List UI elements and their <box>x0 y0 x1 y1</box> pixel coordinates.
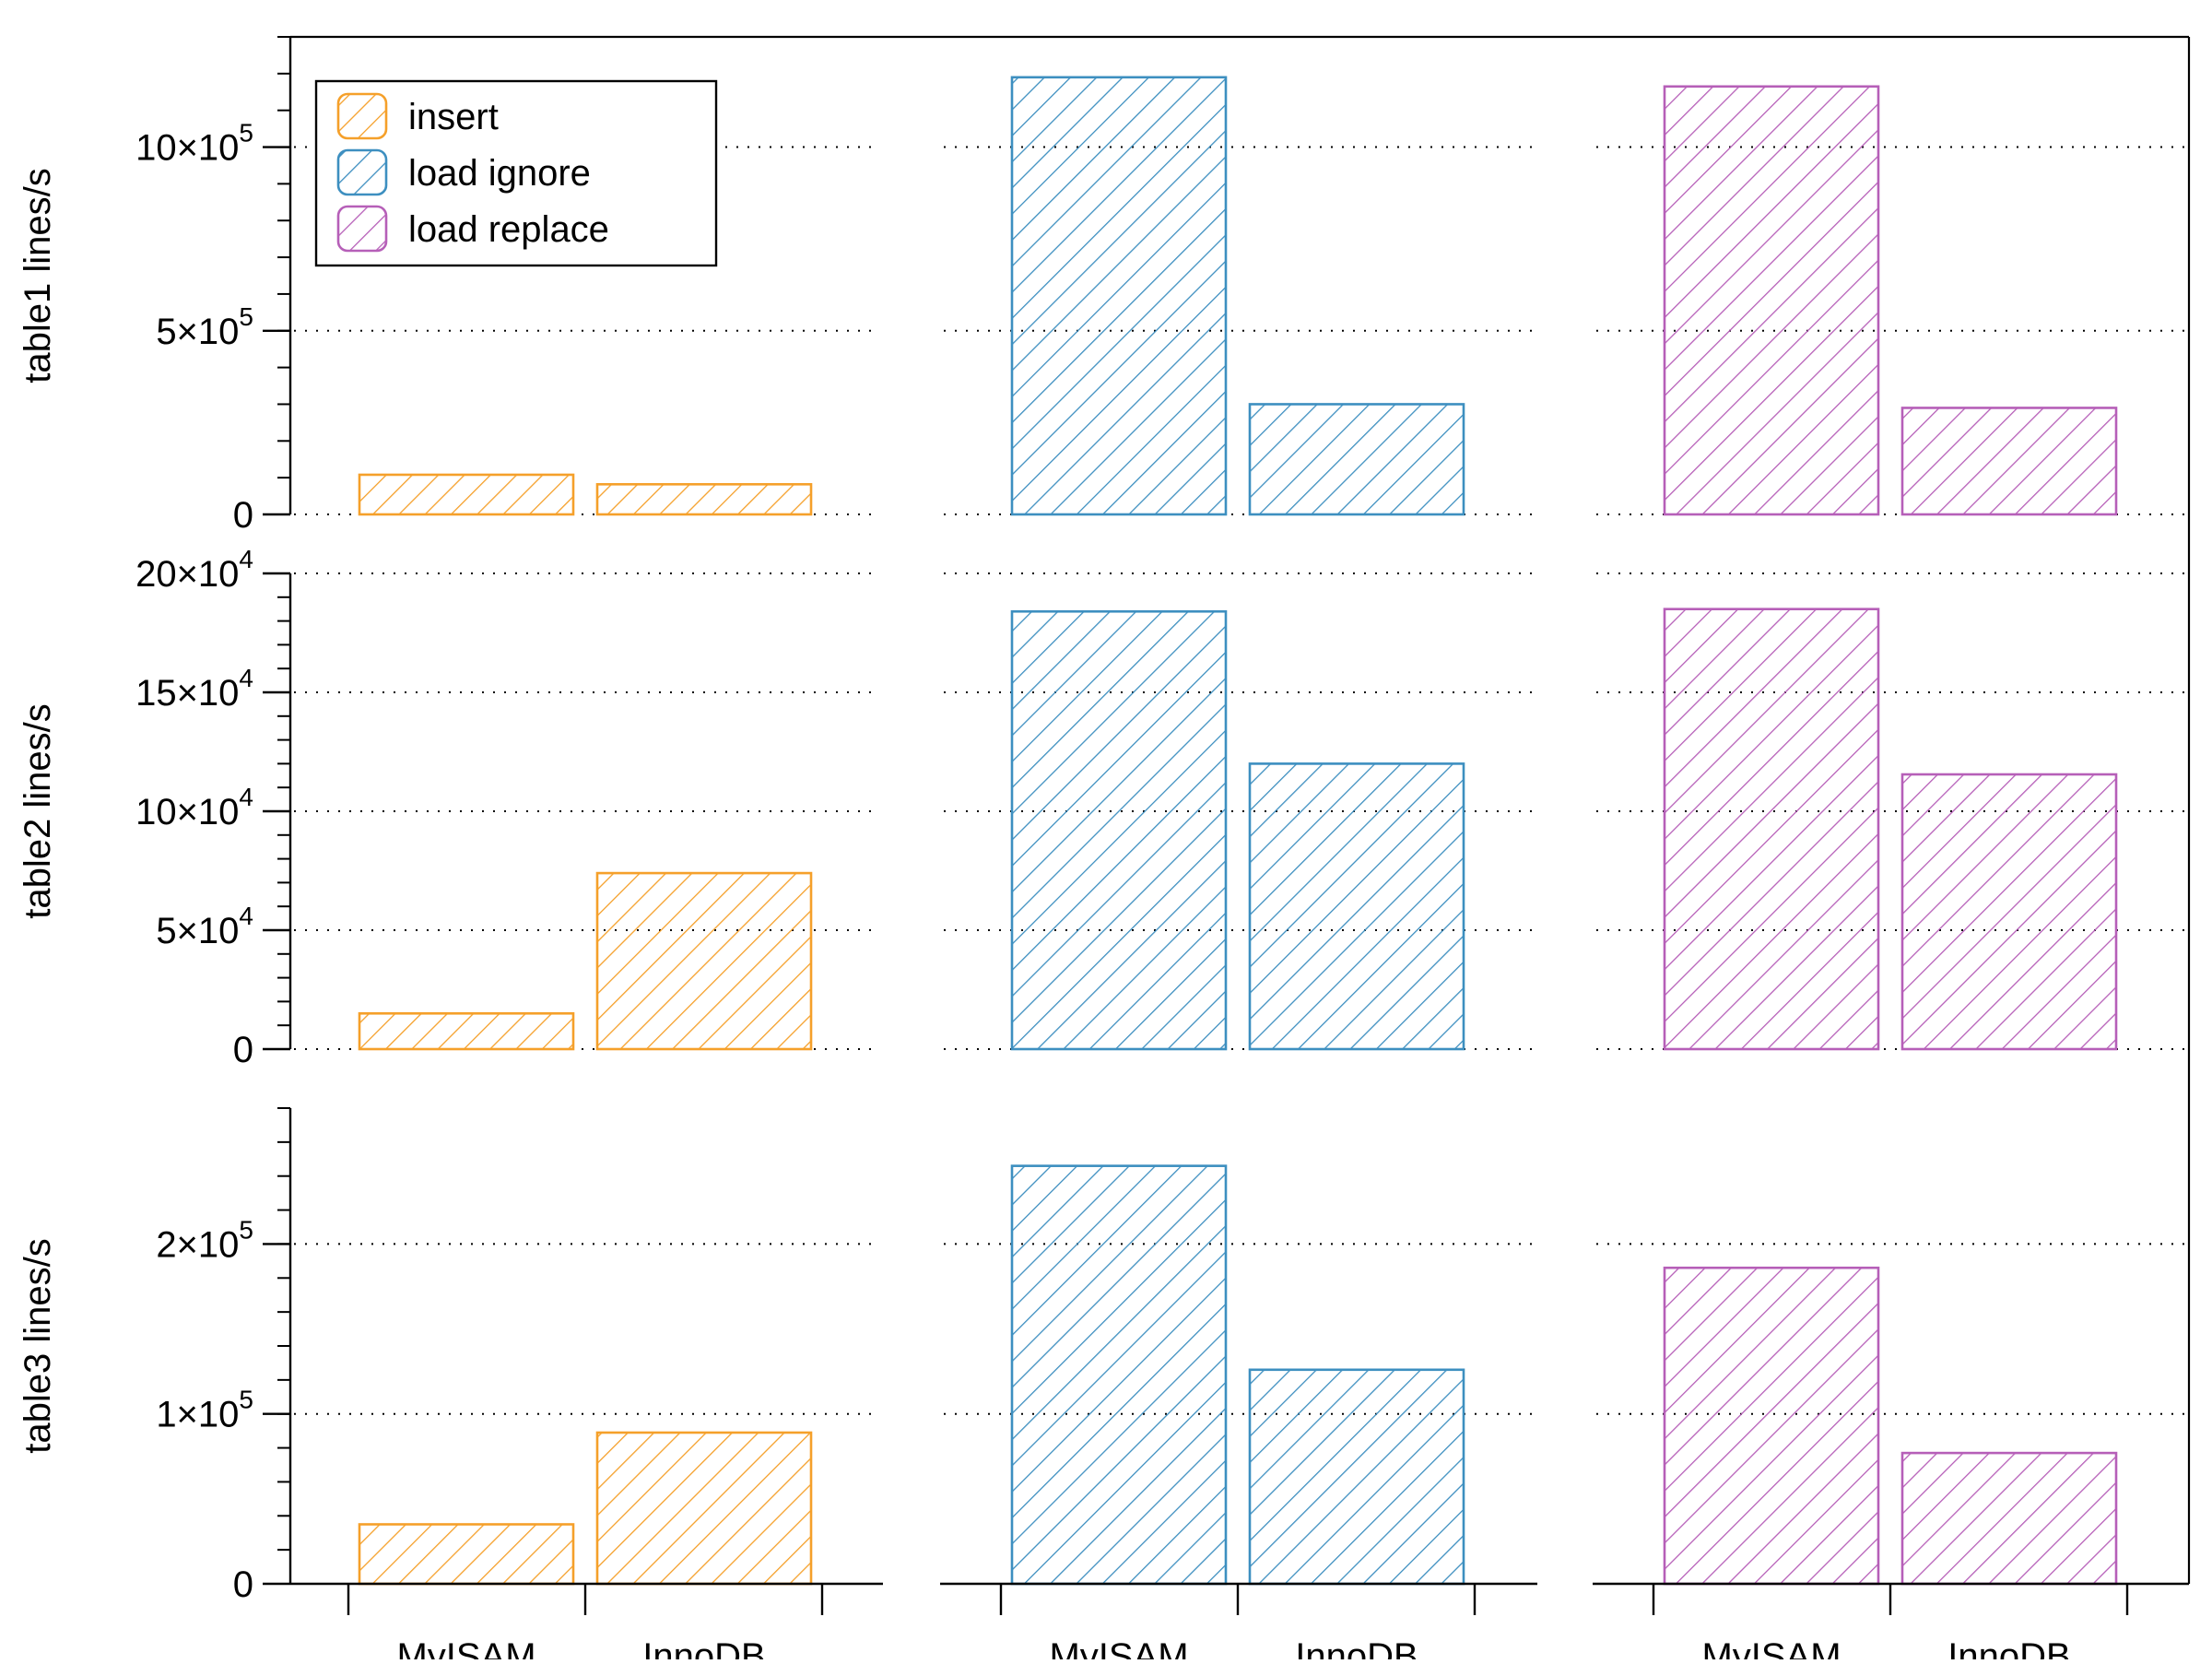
bar-load-ignore-InnoDB <box>1248 762 1465 1051</box>
y-axis-title: table3 lines/s <box>18 1238 58 1453</box>
legend-swatch <box>336 92 388 140</box>
x-tick-label-InnoDB: InnoDB <box>1295 1636 1418 1659</box>
bar-load-replace-InnoDB <box>1900 407 2118 516</box>
legend-swatch <box>336 148 388 196</box>
y-tick-label: 20×104 <box>135 545 253 595</box>
y-axis-title: table2 lines/s <box>18 703 58 918</box>
x-tick-label-MyISAM: MyISAM <box>396 1636 535 1659</box>
y-tick-label: 10×105 <box>135 119 253 169</box>
y-tick-label: 15×104 <box>135 664 253 714</box>
bar-load-replace-InnoDB <box>1900 773 2118 1051</box>
legend-label: load ignore <box>408 153 591 194</box>
bar-insert-InnoDB <box>595 871 813 1051</box>
bar-load-replace-MyISAM <box>1663 1266 1880 1586</box>
bar-load-ignore-InnoDB <box>1248 1368 1465 1586</box>
bar-load-replace-InnoDB <box>1900 1451 2118 1586</box>
y-tick-label: 1×105 <box>156 1386 253 1435</box>
x-tick-label-InnoDB: InnoDB <box>642 1636 765 1659</box>
x-tick-label-MyISAM: MyISAM <box>1049 1636 1188 1659</box>
bar-insert-MyISAM <box>358 1012 575 1051</box>
legend-swatch <box>336 205 388 253</box>
bar-load-replace-MyISAM <box>1663 85 1880 516</box>
bar-load-ignore-InnoDB <box>1248 403 1465 516</box>
bar-insert-InnoDB <box>595 483 813 516</box>
x-tick-label-MyISAM: MyISAM <box>1701 1636 1841 1659</box>
y-tick-label: 5×104 <box>156 902 253 951</box>
y-tick-label: 5×105 <box>156 302 253 352</box>
y-tick-label: 2×105 <box>156 1215 253 1265</box>
y-tick-label: 0 <box>233 1564 253 1605</box>
x-tick-label-InnoDB: InnoDB <box>1947 1636 2070 1659</box>
y-axis-title: table1 lines/s <box>18 168 58 383</box>
bar-insert-MyISAM <box>358 473 575 516</box>
legend-label: load replace <box>408 209 609 250</box>
y-tick-label: 0 <box>233 1030 253 1070</box>
bar-insert-InnoDB <box>595 1431 813 1586</box>
bar-load-ignore-MyISAM <box>1010 1164 1228 1586</box>
bar-load-replace-MyISAM <box>1663 608 1880 1051</box>
bar-load-ignore-MyISAM <box>1010 76 1228 516</box>
legend-label: insert <box>408 97 499 137</box>
y-tick-label: 0 <box>233 495 253 536</box>
bar-insert-MyISAM <box>358 1523 575 1586</box>
y-tick-label: 10×104 <box>135 783 253 832</box>
bar-load-ignore-MyISAM <box>1010 609 1228 1051</box>
